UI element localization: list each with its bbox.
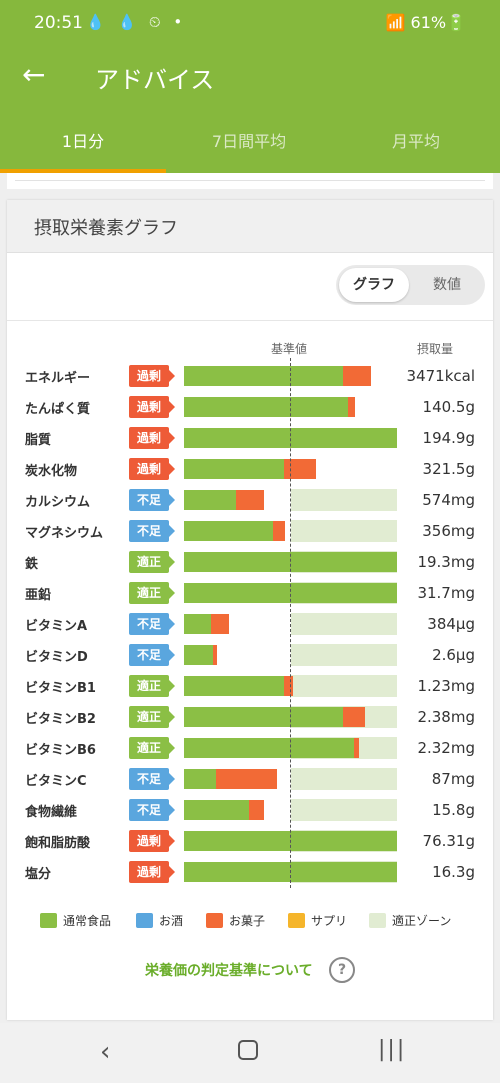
legend-swatch (136, 913, 153, 928)
card-title: 摂取栄養素グラフ (34, 218, 178, 239)
legend-label: サプリ (311, 914, 348, 928)
status-bar: 20:51 💧 💧 ⏲ • 📶 61%🔋 (0, 0, 500, 46)
previous-card-edge (7, 173, 493, 189)
legend-swatch (40, 913, 57, 928)
status-time: 20:51 (34, 13, 83, 33)
nav-back-icon[interactable]: ‹ (100, 1037, 111, 1067)
legend-swatch (206, 913, 223, 928)
judgment-criteria-link[interactable]: 栄養価の判定基準について (145, 963, 313, 979)
tab-7-day-average[interactable]: 7日間平均 (211, 132, 287, 151)
nav-recent-apps-icon[interactable]: ||| (378, 1037, 407, 1062)
view-toggle: グラフ 数値 (336, 265, 485, 305)
toggle-numeric-button[interactable]: 数値 (433, 277, 461, 293)
toggle-graph-button[interactable]: グラフ (339, 268, 409, 302)
page-title: アドバイス (95, 66, 215, 94)
system-nav-bar: ‹ ||| (0, 1023, 500, 1083)
nutrient-graph-card: 摂取栄養素グラフ グラフ 数値 (7, 200, 493, 1020)
standard-value-line (290, 358, 291, 888)
standard-value-header: 基準値 (271, 342, 308, 356)
legend-label: 通常食品 (63, 914, 112, 928)
active-tab-indicator (0, 169, 166, 173)
nav-home-icon[interactable] (238, 1040, 258, 1060)
legend-swatch (288, 913, 305, 928)
arrow-left-icon[interactable]: ← (22, 58, 46, 91)
legend-label: 適正ゾーン (392, 914, 452, 928)
card-divider (7, 320, 493, 321)
battery-status: 📶 61%🔋 (385, 13, 467, 32)
legend-label: お酒 (159, 914, 184, 928)
period-tabs: 1日分 7日間平均 月平均 (0, 108, 500, 173)
tab-one-day[interactable]: 1日分 (61, 132, 105, 151)
app-bar: ← アドバイス (0, 46, 500, 108)
intake-header: 摂取量 (417, 342, 454, 356)
divider (15, 180, 485, 181)
notification-icons: 💧 💧 ⏲ • (86, 13, 187, 31)
card-header: 摂取栄養素グラフ (7, 200, 493, 253)
legend-label: お菓子 (229, 914, 266, 928)
help-icon[interactable]: ? (329, 957, 355, 983)
tab-monthly-average[interactable]: 月平均 (391, 132, 440, 151)
legend-swatch (369, 913, 386, 928)
